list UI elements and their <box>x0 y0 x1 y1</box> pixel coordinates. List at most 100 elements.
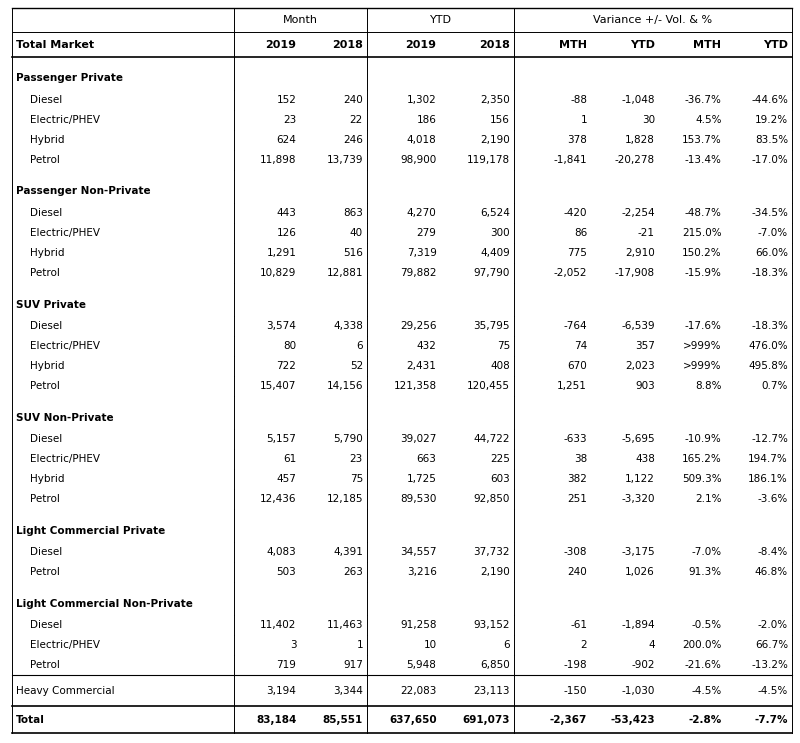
Text: 89,530: 89,530 <box>400 494 437 504</box>
Text: 2018: 2018 <box>332 39 363 50</box>
Text: 917: 917 <box>343 661 363 670</box>
Text: -7.7%: -7.7% <box>754 715 788 724</box>
Text: 246: 246 <box>343 135 363 145</box>
Text: 240: 240 <box>567 567 587 577</box>
Text: 3,344: 3,344 <box>333 686 363 696</box>
Text: 495.8%: 495.8% <box>748 361 788 371</box>
Text: 0.7%: 0.7% <box>762 381 788 391</box>
Text: -0.5%: -0.5% <box>691 620 722 631</box>
Text: 29,256: 29,256 <box>400 321 437 331</box>
Text: Electric/PHEV: Electric/PHEV <box>30 341 100 351</box>
Text: 3,194: 3,194 <box>266 686 297 696</box>
Text: 279: 279 <box>417 228 437 238</box>
Text: -15.9%: -15.9% <box>685 268 722 278</box>
Text: 11,463: 11,463 <box>326 620 363 631</box>
Text: -21.6%: -21.6% <box>685 661 722 670</box>
Text: 263: 263 <box>343 567 363 577</box>
Text: Electric/PHEV: Electric/PHEV <box>30 454 100 464</box>
Text: 443: 443 <box>277 208 297 218</box>
Text: 2: 2 <box>581 640 587 650</box>
Text: -48.7%: -48.7% <box>685 208 722 218</box>
Text: Month: Month <box>283 15 318 25</box>
Text: 10,829: 10,829 <box>260 268 297 278</box>
Text: -18.3%: -18.3% <box>751 321 788 331</box>
Text: 2,023: 2,023 <box>625 361 655 371</box>
Text: 509.3%: 509.3% <box>682 474 722 484</box>
Text: -17.0%: -17.0% <box>751 155 788 165</box>
Text: 4,083: 4,083 <box>266 548 297 557</box>
Text: 2,350: 2,350 <box>480 95 510 105</box>
Text: -17,908: -17,908 <box>614 268 655 278</box>
Text: 215.0%: 215.0% <box>682 228 722 238</box>
Text: 153.7%: 153.7% <box>682 135 722 145</box>
Text: 93,152: 93,152 <box>474 620 510 631</box>
Text: -1,894: -1,894 <box>622 620 655 631</box>
Text: -3.6%: -3.6% <box>758 494 788 504</box>
Text: 98,900: 98,900 <box>400 155 437 165</box>
Text: 11,402: 11,402 <box>260 620 297 631</box>
Text: Petrol: Petrol <box>30 381 60 391</box>
Text: 357: 357 <box>635 341 655 351</box>
Text: 120,455: 120,455 <box>467 381 510 391</box>
Text: -2,052: -2,052 <box>554 268 587 278</box>
Text: -2,254: -2,254 <box>622 208 655 218</box>
Text: 2019: 2019 <box>406 39 437 50</box>
Text: Hybrid: Hybrid <box>30 135 65 145</box>
Text: 4,409: 4,409 <box>480 248 510 258</box>
Text: 75: 75 <box>497 341 510 351</box>
Text: 13,739: 13,739 <box>326 155 363 165</box>
Text: -3,175: -3,175 <box>622 548 655 557</box>
Text: -7.0%: -7.0% <box>758 228 788 238</box>
Text: 80: 80 <box>283 341 297 351</box>
Text: 38: 38 <box>574 454 587 464</box>
Text: 637,650: 637,650 <box>389 715 437 724</box>
Text: 5,790: 5,790 <box>334 434 363 444</box>
Text: 92,850: 92,850 <box>474 494 510 504</box>
Text: 775: 775 <box>567 248 587 258</box>
Text: 2019: 2019 <box>266 39 297 50</box>
Text: 1: 1 <box>356 640 363 650</box>
Text: Hybrid: Hybrid <box>30 248 65 258</box>
Text: 6: 6 <box>356 341 363 351</box>
Text: Light Commercial Private: Light Commercial Private <box>16 526 166 536</box>
Text: -36.7%: -36.7% <box>685 95 722 105</box>
Text: 903: 903 <box>635 381 655 391</box>
Text: -2.0%: -2.0% <box>758 620 788 631</box>
Text: 150.2%: 150.2% <box>682 248 722 258</box>
Text: -4.5%: -4.5% <box>758 686 788 696</box>
Text: 476.0%: 476.0% <box>748 341 788 351</box>
Text: -53,423: -53,423 <box>610 715 655 724</box>
Text: -44.6%: -44.6% <box>751 95 788 105</box>
Text: 3,574: 3,574 <box>266 321 297 331</box>
Text: -2.8%: -2.8% <box>688 715 722 724</box>
Text: 240: 240 <box>343 95 363 105</box>
Text: -6,539: -6,539 <box>622 321 655 331</box>
Text: -21: -21 <box>638 228 655 238</box>
Text: 6,524: 6,524 <box>480 208 510 218</box>
Text: 438: 438 <box>635 454 655 464</box>
Text: -13.4%: -13.4% <box>685 155 722 165</box>
Text: -1,048: -1,048 <box>622 95 655 105</box>
Text: 3: 3 <box>290 640 297 650</box>
Text: 74: 74 <box>574 341 587 351</box>
Text: 4,338: 4,338 <box>333 321 363 331</box>
Text: Total Market: Total Market <box>16 39 94 50</box>
Text: 66.7%: 66.7% <box>755 640 788 650</box>
Text: Electric/PHEV: Electric/PHEV <box>30 115 100 125</box>
Text: Petrol: Petrol <box>30 155 60 165</box>
Text: 503: 503 <box>277 567 297 577</box>
Text: 7,319: 7,319 <box>406 248 437 258</box>
Text: Petrol: Petrol <box>30 268 60 278</box>
Text: 44,722: 44,722 <box>474 434 510 444</box>
Text: 516: 516 <box>343 248 363 258</box>
Text: 1: 1 <box>581 115 587 125</box>
Text: 378: 378 <box>567 135 587 145</box>
Text: 624: 624 <box>277 135 297 145</box>
Text: 251: 251 <box>567 494 587 504</box>
Text: 14,156: 14,156 <box>326 381 363 391</box>
Text: -61: -61 <box>570 620 587 631</box>
Text: 194.7%: 194.7% <box>748 454 788 464</box>
Text: 6,850: 6,850 <box>480 661 510 670</box>
Text: -764: -764 <box>563 321 587 331</box>
Text: MTH: MTH <box>694 39 722 50</box>
